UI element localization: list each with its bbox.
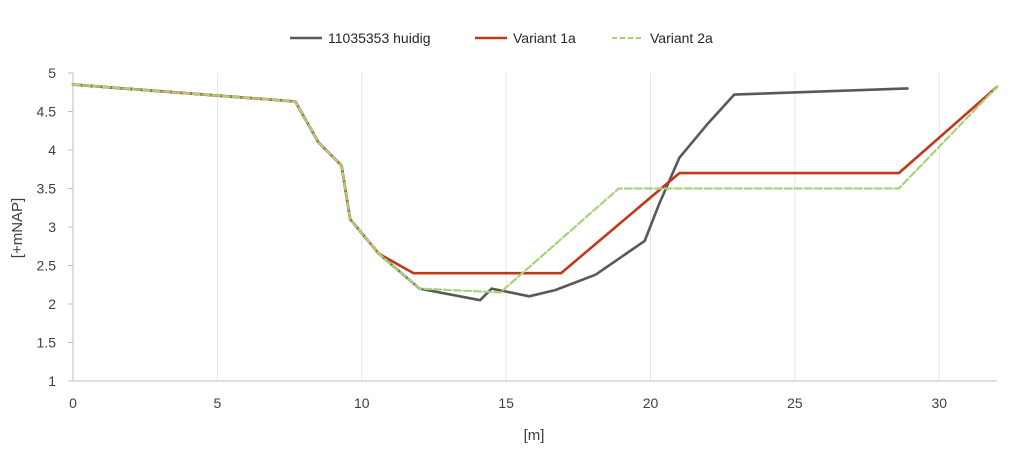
legend-label: Variant 1a — [513, 30, 576, 46]
legend-label: 11035353 huidig — [328, 30, 431, 46]
y-tick-label: 1 — [48, 373, 56, 389]
x-tick-labels: 0 5 10 15 20 25 30 — [69, 395, 947, 411]
y-tick-label: 4 — [48, 142, 56, 158]
y-axis-title: [+mNAP] — [9, 198, 26, 258]
series-line-3 — [71, 83, 999, 294]
y-tick-label: 1.5 — [37, 335, 57, 351]
y-tick-label: 5 — [48, 65, 56, 81]
y-tick-label: 4.5 — [37, 104, 57, 120]
x-tick-label: 20 — [643, 395, 659, 411]
x-tick-label: 15 — [498, 395, 514, 411]
y-tick-label: 3.5 — [37, 181, 57, 197]
y-tick-label: 2 — [48, 296, 56, 312]
legend-label: Variant 2a — [650, 30, 713, 46]
y-tick-labels: 1 1.5 2 2.5 3 3.5 4 4.5 5 — [37, 65, 57, 389]
series-lines — [71, 83, 999, 302]
x-tick-label: 30 — [931, 395, 947, 411]
axes — [68, 72, 997, 382]
legend: 11035353 huidig Variant 1a Variant 2a — [290, 30, 713, 46]
series-line-1 — [71, 83, 909, 302]
y-tick-label: 2.5 — [37, 258, 57, 274]
vertical-gridlines — [216, 73, 940, 381]
y-tick-label: 3 — [48, 219, 56, 235]
series-line-2 — [71, 83, 999, 275]
x-tick-label: 0 — [69, 395, 77, 411]
x-tick-label: 25 — [787, 395, 803, 411]
x-tick-label: 5 — [213, 395, 221, 411]
x-axis-title: [m] — [524, 427, 545, 444]
x-tick-label: 10 — [354, 395, 370, 411]
